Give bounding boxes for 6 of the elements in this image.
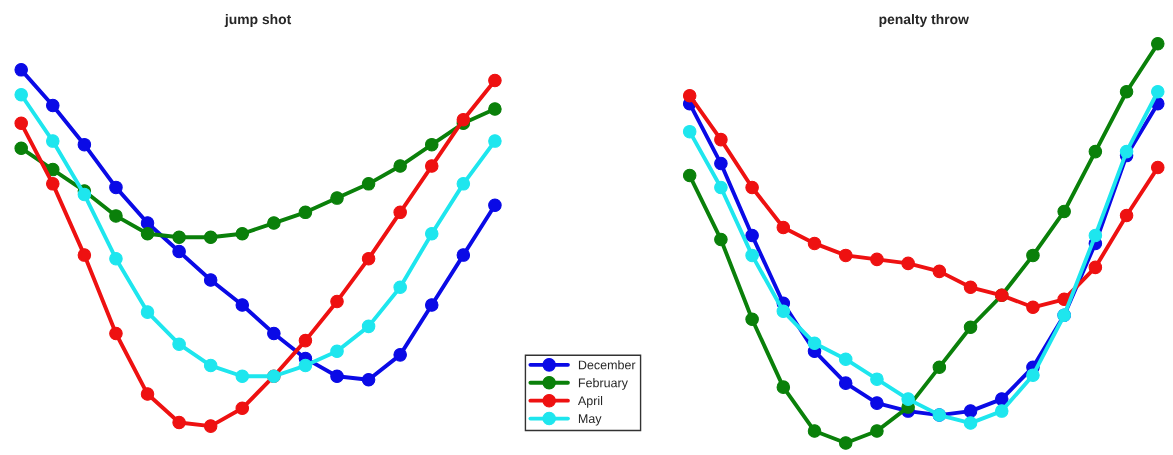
legend-label: February — [578, 378, 628, 390]
legend-label: April — [577, 396, 603, 408]
legend-label: May — [578, 414, 602, 426]
chart-title: jump shot — [224, 14, 292, 27]
legend-label: December — [578, 360, 636, 370]
chart-title: penalty throw — [879, 14, 969, 27]
